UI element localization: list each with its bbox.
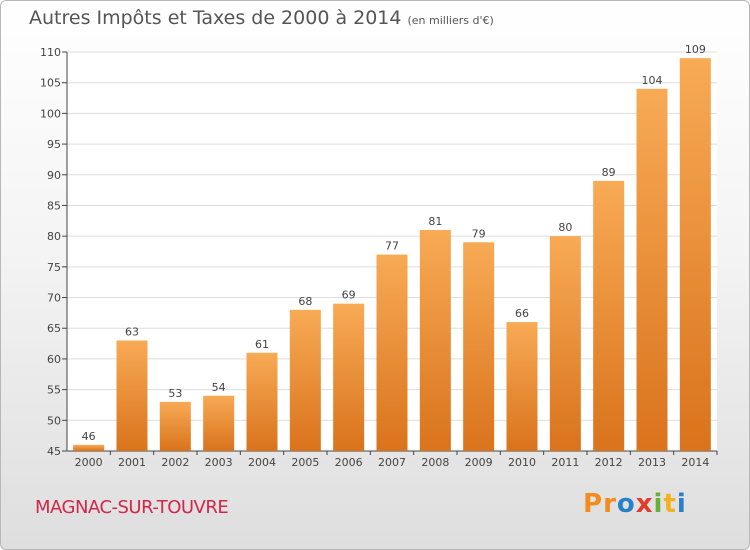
y-tick-label: 85 [47,199,61,212]
bar-value-label: 81 [428,215,442,228]
x-tick-label: 2005 [291,456,319,469]
x-tick-label: 2008 [421,456,449,469]
logo-letter: x [635,489,654,519]
bar [376,254,408,451]
y-tick-label: 65 [47,322,61,335]
logo-letter: i [676,489,687,519]
x-tick-label: 2000 [75,456,103,469]
y-tick-label: 75 [47,261,61,274]
bar [246,352,278,451]
bar-value-label: 53 [168,387,182,400]
x-tick-label: 2002 [161,456,189,469]
bar [333,303,365,451]
y-tick-label: 70 [47,292,61,305]
y-tick-label: 50 [47,414,61,427]
x-tick-label: 2013 [638,456,666,469]
x-tick-label: 2003 [205,456,233,469]
bar [289,309,321,451]
logo-letter: r [603,489,617,519]
y-tick-label: 80 [47,230,61,243]
y-tick-label: 105 [40,77,61,90]
chart-title: Autres Impôts et Taxes de 2000 à 2014 [29,7,402,29]
bar-value-label: 104 [642,74,663,87]
x-tick-label: 2007 [378,456,406,469]
y-tick-label: 100 [40,107,61,120]
bar [506,322,538,451]
bar-value-label: 80 [558,221,572,234]
chart-title-block: Autres Impôts et Taxes de 2000 à 2014 (en… [29,7,494,29]
bar [203,395,235,451]
x-tick-label: 2010 [508,456,536,469]
x-tick-label: 2014 [681,456,709,469]
y-tick-label: 110 [40,46,61,59]
x-tick-label: 2001 [118,456,146,469]
logo-letter: t [663,489,677,519]
x-tick-label: 2012 [595,456,623,469]
bar-value-label: 77 [385,240,399,253]
bar-value-label: 66 [515,307,529,320]
y-tick-label: 90 [47,169,61,182]
bar-value-label: 46 [82,430,96,443]
x-tick-label: 2006 [335,456,363,469]
x-tick-label: 2009 [465,456,493,469]
x-tick-label: 2004 [248,456,276,469]
y-tick-label: 95 [47,138,61,151]
logo-letter: i [653,489,664,519]
proxiti-logo: Proxiti [583,489,687,519]
y-tick-label: 45 [47,445,61,458]
bar-value-label: 54 [212,381,226,394]
bar [419,230,451,451]
bar-value-label: 69 [342,289,356,302]
bar [593,180,625,451]
bar-value-label: 63 [125,326,139,339]
bar-value-label: 79 [472,227,486,240]
commune-name: MAGNAC-SUR-TOUVRE [35,497,229,518]
bar [636,88,668,451]
y-tick-label: 60 [47,353,61,366]
logo-letter: o [616,489,636,519]
bar-value-label: 89 [602,166,616,179]
bar [549,236,581,451]
bar-value-label: 68 [298,295,312,308]
chart-subtitle: (en milliers d'€) [407,14,494,27]
bar [159,401,191,451]
y-tick-label: 55 [47,384,61,397]
bar [679,58,711,452]
x-tick-label: 2011 [551,456,579,469]
logo-letter: P [583,489,604,519]
bar-value-label: 109 [685,43,706,56]
bar [463,242,495,451]
bar [73,444,105,451]
bar [116,340,148,451]
bar-value-label: 61 [255,338,269,351]
